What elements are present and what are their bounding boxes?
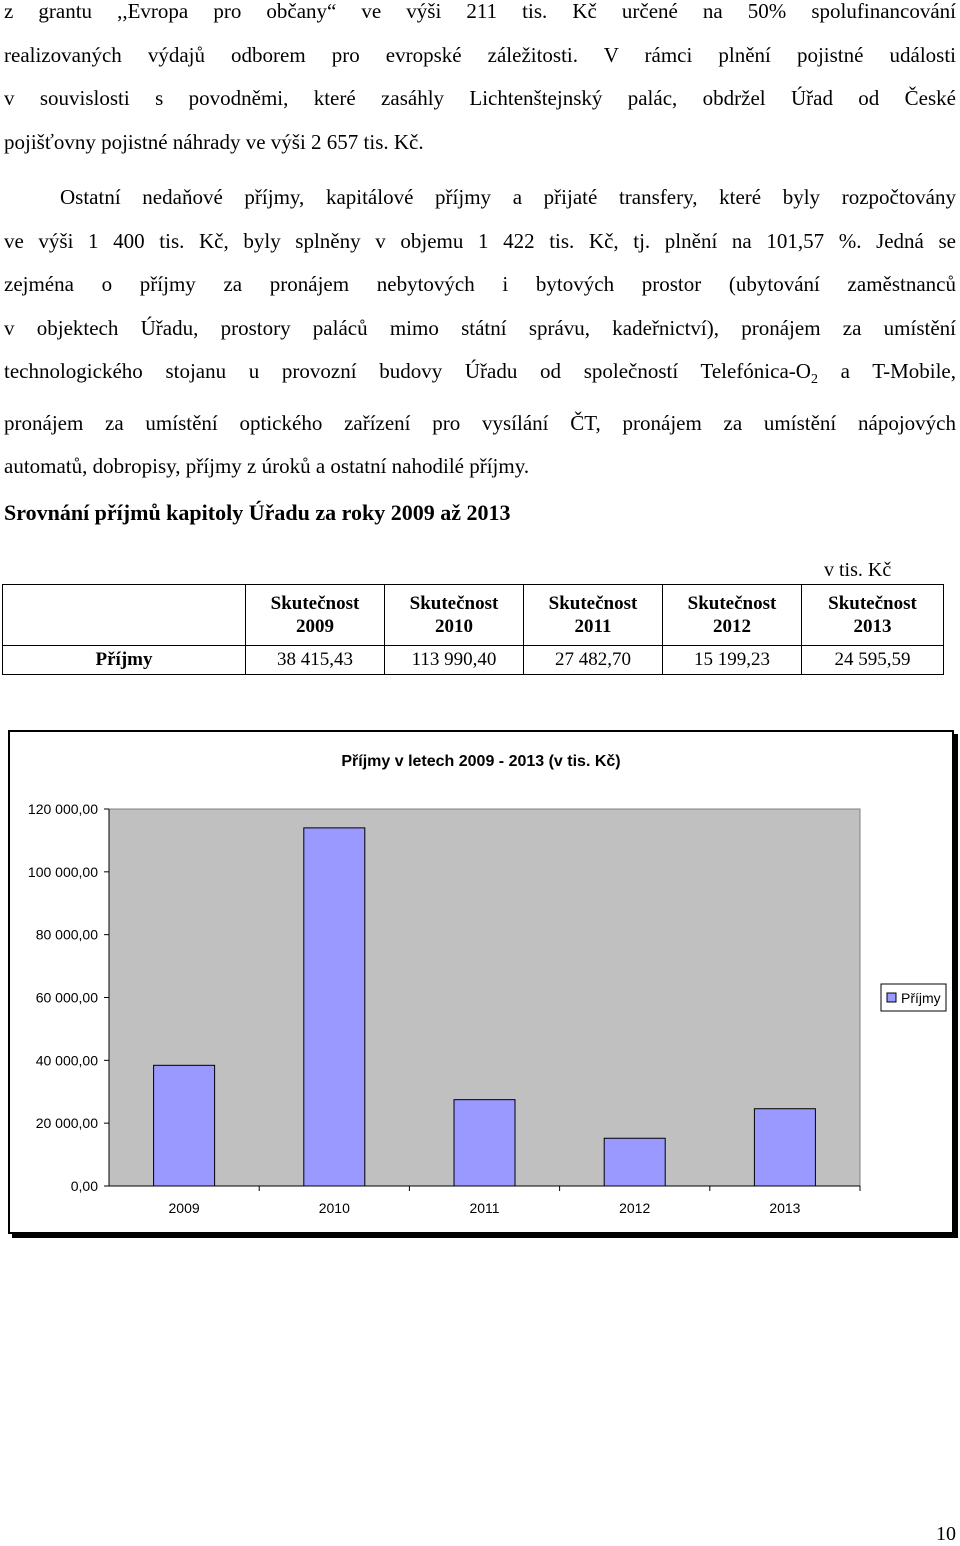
text-line: z grantu ,,Evropa pro občany“ ve výši 21… bbox=[4, 0, 956, 23]
paragraph-2: Ostatní nedaňové příjmy, kapitálové příj… bbox=[4, 176, 956, 489]
section-heading: Srovnání příjmů kapitoly Úřadu za roky 2… bbox=[4, 500, 511, 525]
table-header-cell: Skutečnost 2011 bbox=[523, 584, 663, 646]
subscript: 2 bbox=[810, 372, 818, 388]
y-tick-label: 0,00 bbox=[71, 1178, 98, 1194]
y-tick-label: 120 000,00 bbox=[28, 801, 98, 817]
table-cell: 113 990,40 bbox=[384, 645, 524, 675]
text-line: ve výši 1 400 tis. Kč, byly splněny v ob… bbox=[4, 228, 956, 253]
text-line: v objektech Úřadu, prostory paláců mimo … bbox=[4, 315, 956, 340]
legend-label: Příjmy bbox=[901, 990, 941, 1006]
bar bbox=[603, 1137, 666, 1187]
income-chart: Příjmy v letech 2009 - 2013 (v tis. Kč) 0… bbox=[8, 730, 954, 1234]
table-header-cell: Skutečnost 2013 bbox=[801, 584, 944, 646]
y-tick-label: 20 000,00 bbox=[36, 1115, 98, 1131]
y-tick-label: 60 000,00 bbox=[36, 990, 98, 1006]
y-tick-label: 100 000,00 bbox=[28, 864, 98, 880]
x-tick-label: 2011 bbox=[469, 1200, 499, 1216]
y-tick-label: 40 000,00 bbox=[36, 1052, 98, 1068]
x-tick-label: 2010 bbox=[319, 1200, 350, 1216]
y-tick-label: 80 000,00 bbox=[36, 927, 98, 943]
table-corner-cell bbox=[2, 584, 246, 646]
chart-title: Příjmy v letech 2009 - 2013 (v tis. Kč) bbox=[341, 753, 620, 770]
chart-canvas: Příjmy v letech 2009 - 2013 (v tis. Kč) 0… bbox=[28, 753, 947, 1216]
table-header-cell: Skutečnost 2009 bbox=[245, 584, 385, 646]
page-number: 10 bbox=[936, 1523, 956, 1545]
paragraph-1: z grantu ,,Evropa pro občany“ ve výši 21… bbox=[4, 0, 956, 164]
text-segment: a T-Mobile, bbox=[817, 359, 957, 383]
bar bbox=[303, 827, 366, 1187]
bar bbox=[753, 1108, 816, 1187]
x-tick-label: 2009 bbox=[169, 1200, 200, 1216]
table-cell: 38 415,43 bbox=[245, 645, 385, 675]
table-header-cell: Skutečnost 2012 bbox=[662, 584, 802, 646]
table-row: Příjmy 38 415,43 113 990,40 27 482,70 15… bbox=[2, 645, 944, 675]
text-line: Ostatní nedaňové příjmy, kapitálové příj… bbox=[60, 185, 956, 209]
legend-swatch bbox=[886, 992, 897, 1003]
text-segment: technologického stojanu u provozní budov… bbox=[4, 359, 811, 383]
table-cell: 27 482,70 bbox=[523, 645, 663, 675]
table-header-cell: Skutečnost 2010 bbox=[384, 584, 524, 646]
income-table: Skutečnost 2009 Skutečnost 2010 Skutečnost… bbox=[2, 584, 944, 675]
text-line: zejména o příjmy za pronájem nebytových … bbox=[4, 272, 956, 296]
table-header-row: Skutečnost 2009 Skutečnost 2010 Skutečnost… bbox=[2, 584, 944, 646]
text-line: realizovaných výdajů odborem pro evropsk… bbox=[4, 42, 956, 67]
table-cell: 15 199,23 bbox=[662, 645, 802, 675]
x-tick-label: 2012 bbox=[619, 1200, 650, 1216]
text-line: pronájem za umístění optického zařízení … bbox=[4, 410, 956, 435]
unit-label: v tis. Kč bbox=[824, 559, 892, 581]
table-cell: 24 595,59 bbox=[801, 645, 944, 675]
text-line: automatů, dobropisy, příjmy z úroků a os… bbox=[4, 454, 530, 479]
text-line-with-subscript: technologického stojanu u provozní budov… bbox=[4, 350, 956, 402]
bar bbox=[153, 1064, 216, 1187]
text-line: v souvislosti s povodněmi, které zasáhly… bbox=[4, 86, 956, 110]
x-tick-label: 2013 bbox=[769, 1200, 800, 1216]
bar bbox=[453, 1099, 516, 1187]
text-line: pojišťovny pojistné náhrady ve výši 2 65… bbox=[4, 129, 424, 154]
table-row-label: Příjmy bbox=[2, 645, 246, 675]
